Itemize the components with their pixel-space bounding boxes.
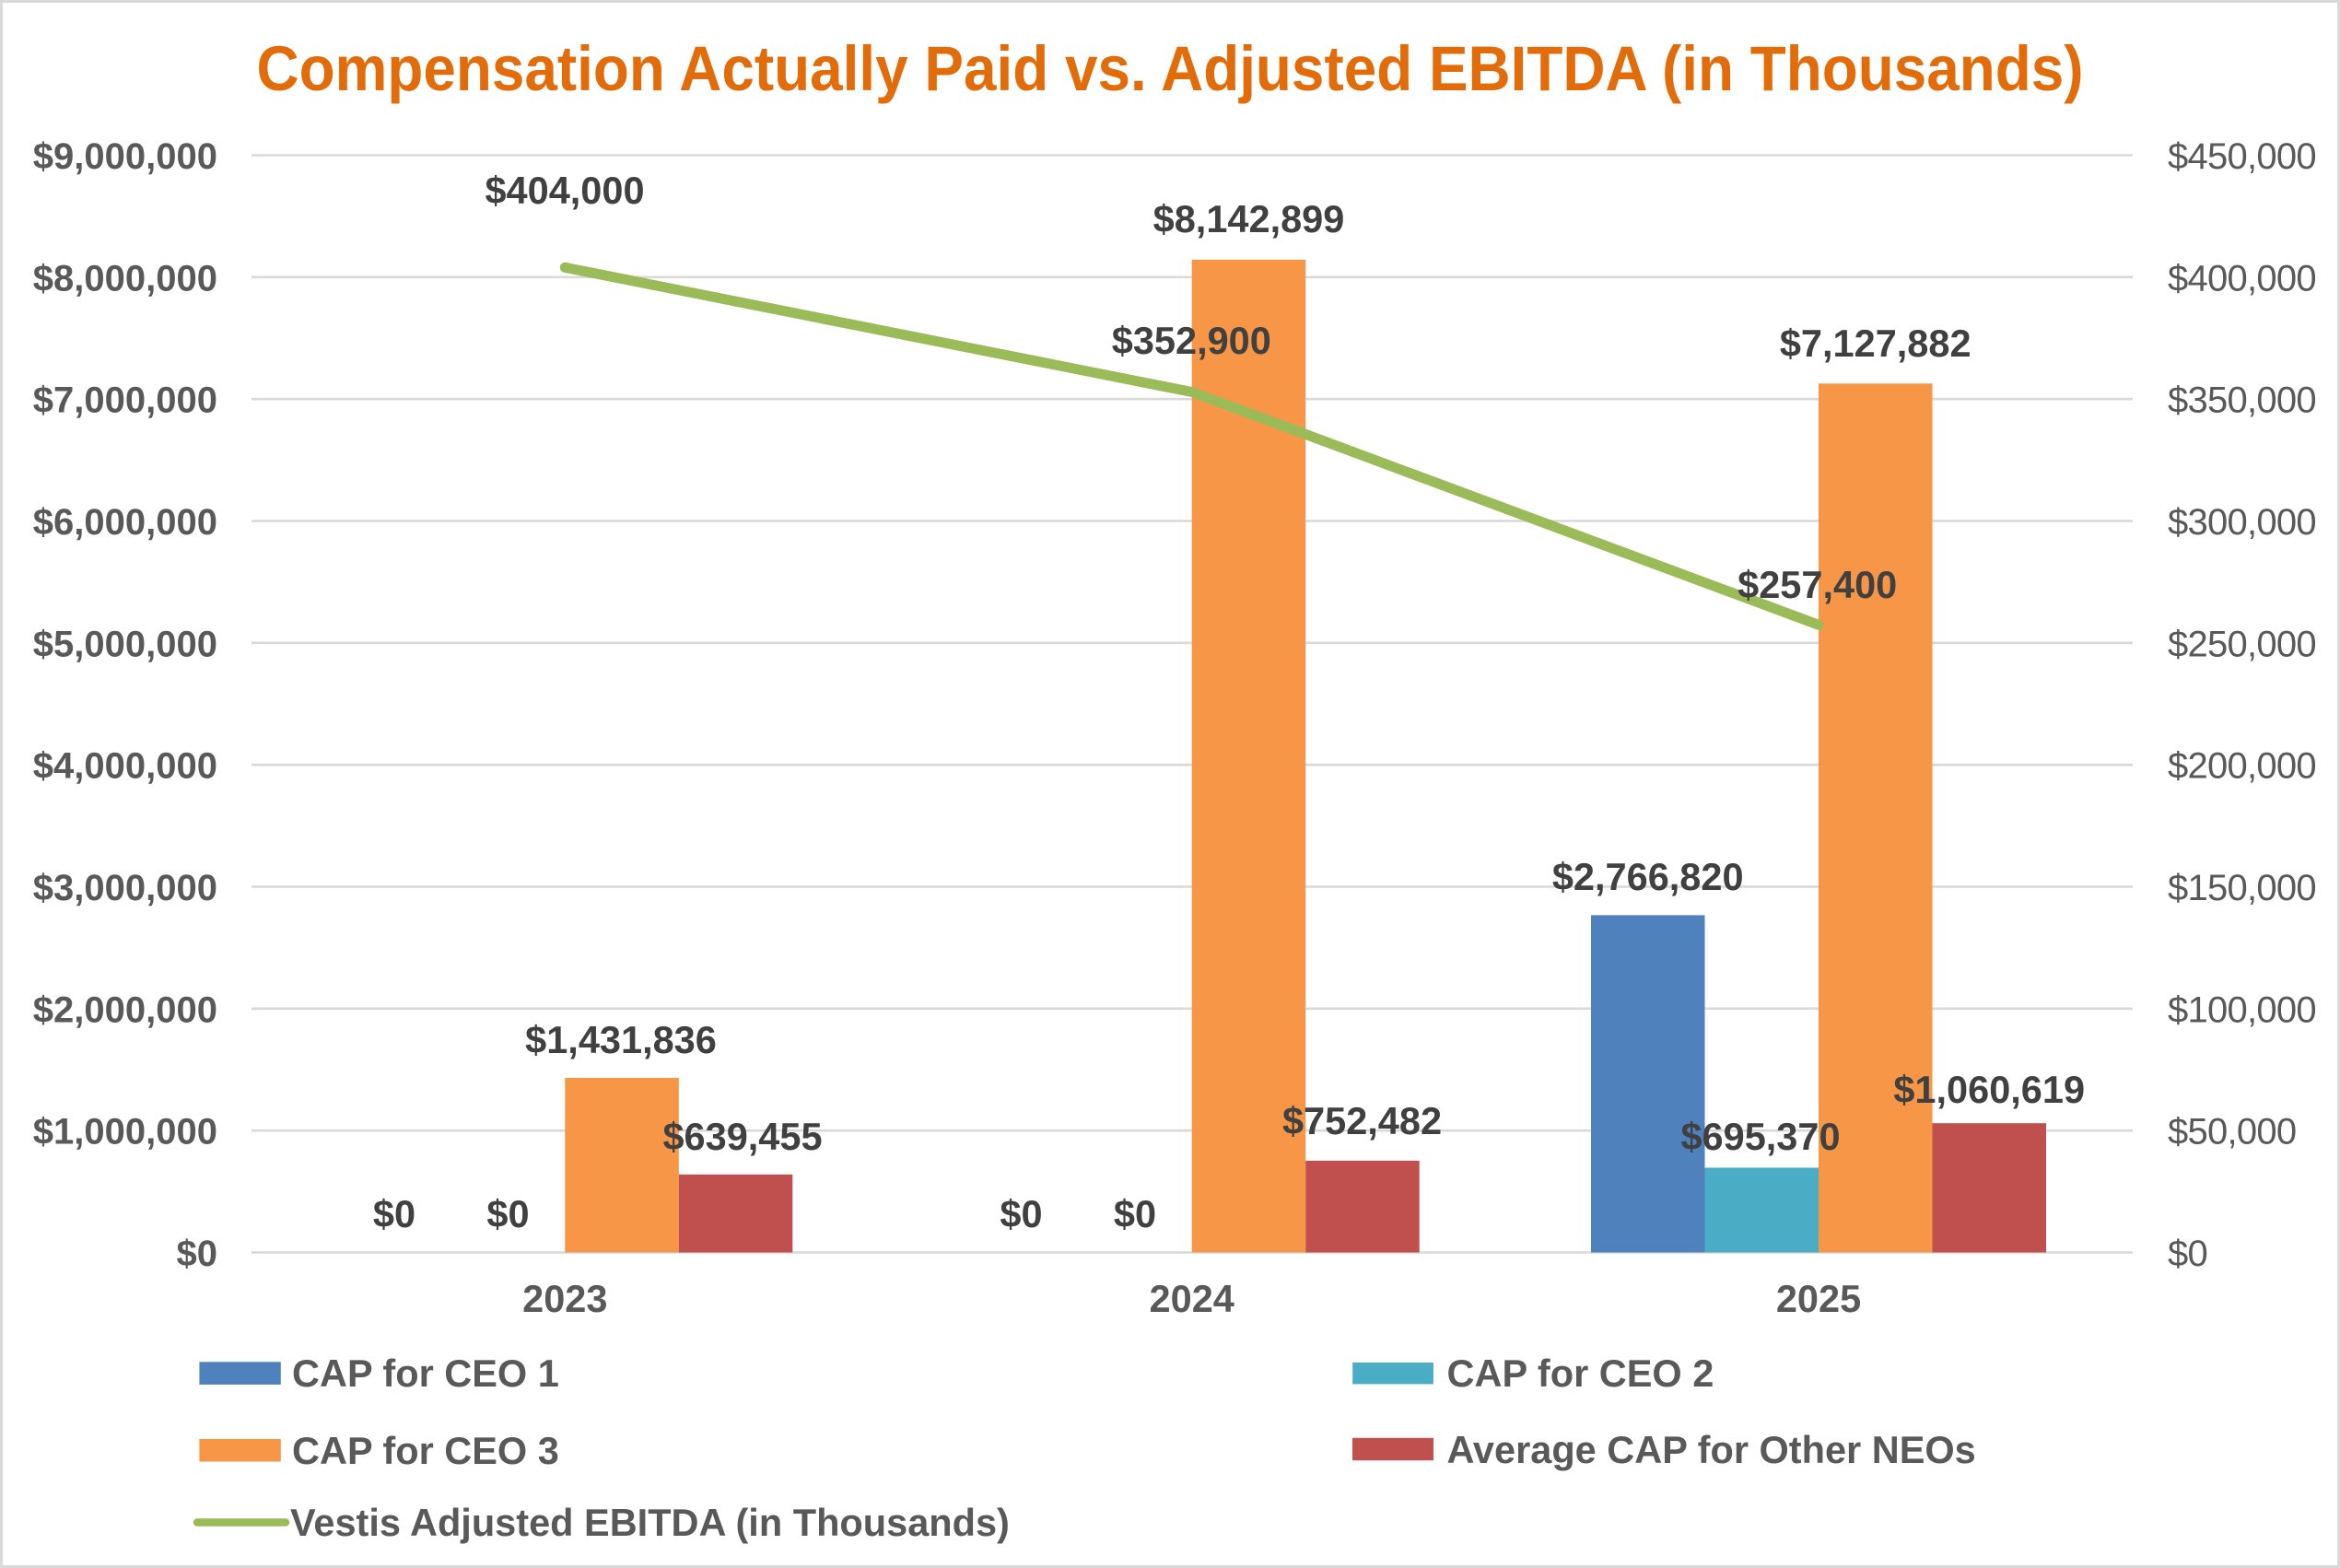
svg-text:$8,142,899: $8,142,899 <box>1153 197 1345 240</box>
svg-text:$695,370: $695,370 <box>1680 1115 1840 1158</box>
svg-text:$404,000: $404,000 <box>485 169 644 212</box>
svg-text:$5,000,000: $5,000,000 <box>33 624 217 664</box>
svg-text:$400,000: $400,000 <box>2168 258 2316 298</box>
svg-text:$350,000: $350,000 <box>2168 380 2316 421</box>
svg-text:$9,000,000: $9,000,000 <box>33 136 217 177</box>
svg-text:$0: $0 <box>373 1192 415 1235</box>
svg-text:$150,000: $150,000 <box>2168 868 2316 908</box>
svg-text:$6,000,000: $6,000,000 <box>33 502 217 543</box>
svg-text:$2,766,820: $2,766,820 <box>1552 855 1744 898</box>
svg-text:$257,400: $257,400 <box>1737 563 1897 606</box>
svg-text:CAP for CEO 1: CAP for CEO 1 <box>292 1352 559 1395</box>
svg-text:$1,000,000: $1,000,000 <box>33 1112 217 1153</box>
svg-text:$250,000: $250,000 <box>2168 624 2316 664</box>
svg-text:2023: 2023 <box>522 1277 607 1320</box>
svg-text:$0: $0 <box>1000 1192 1042 1235</box>
svg-text:$0: $0 <box>177 1234 218 1274</box>
svg-text:$8,000,000: $8,000,000 <box>33 258 217 298</box>
svg-text:$1,431,836: $1,431,836 <box>525 1018 717 1061</box>
svg-text:$7,000,000: $7,000,000 <box>33 380 217 421</box>
svg-text:$0: $0 <box>2168 1234 2207 1274</box>
svg-text:Compensation Actually Paid vs.: Compensation Actually Paid vs. Adjusted … <box>257 33 2084 104</box>
svg-text:$3,000,000: $3,000,000 <box>33 868 217 908</box>
svg-text:$0: $0 <box>486 1192 529 1235</box>
svg-text:$7,127,882: $7,127,882 <box>1780 322 1971 365</box>
svg-text:$50,000: $50,000 <box>2168 1112 2296 1153</box>
svg-text:$100,000: $100,000 <box>2168 989 2316 1030</box>
svg-text:$639,455: $639,455 <box>662 1115 822 1158</box>
svg-text:$0: $0 <box>1114 1192 1156 1235</box>
svg-text:CAP for CEO 3: CAP for CEO 3 <box>292 1429 559 1472</box>
svg-text:$352,900: $352,900 <box>1112 319 1271 362</box>
svg-text:Average CAP for Other NEOs: Average CAP for Other NEOs <box>1447 1428 1976 1471</box>
svg-text:2024: 2024 <box>1150 1277 1234 1320</box>
svg-text:Vestis Adjusted EBITDA (in Tho: Vestis Adjusted EBITDA (in Thousands) <box>290 1501 1010 1544</box>
svg-text:CAP for CEO 2: CAP for CEO 2 <box>1447 1352 1714 1395</box>
svg-text:2025: 2025 <box>1776 1277 1861 1320</box>
svg-text:$752,482: $752,482 <box>1282 1099 1442 1142</box>
svg-text:$200,000: $200,000 <box>2168 746 2316 787</box>
svg-text:$300,000: $300,000 <box>2168 502 2316 543</box>
svg-text:$2,000,000: $2,000,000 <box>33 989 217 1030</box>
svg-text:$450,000: $450,000 <box>2168 136 2316 177</box>
svg-text:$1,060,619: $1,060,619 <box>1893 1068 2085 1111</box>
svg-text:$4,000,000: $4,000,000 <box>33 746 217 787</box>
